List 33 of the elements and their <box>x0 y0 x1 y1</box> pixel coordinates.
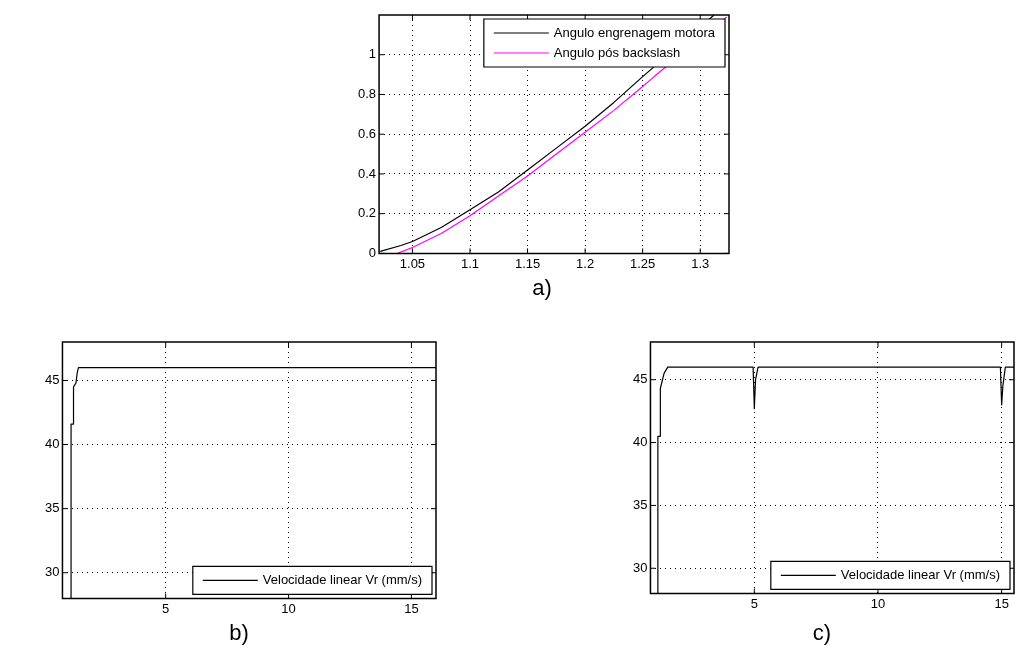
y-tick-label: 0.8 <box>357 86 377 102</box>
y-tick-label: 1 <box>368 46 377 62</box>
y-tick-label: 30 <box>632 559 648 575</box>
x-tick-label: 1.3 <box>691 255 710 271</box>
x-tick-label: 5 <box>750 595 758 611</box>
x-tick-label: 15 <box>994 595 1009 611</box>
x-tick-label: 1.05 <box>399 255 426 271</box>
text: b) <box>228 620 250 646</box>
y-tick-label: 45 <box>44 372 60 388</box>
y-tick-label: 0.6 <box>357 125 377 141</box>
y-tick-label: 40 <box>632 434 648 450</box>
x-tick-label: 1.15 <box>514 255 541 271</box>
x-tick-label: 1.1 <box>460 255 480 271</box>
legend-label: Velocidade linear Vr (mm/s) <box>840 566 1000 582</box>
y-tick-label: 0.4 <box>357 165 377 181</box>
legend-label: Angulo pós backslash <box>553 44 681 60</box>
x-tick-label: 1.2 <box>576 255 595 271</box>
x-tick-label: 10 <box>281 600 296 616</box>
y-tick-label: 0 <box>368 244 377 260</box>
text: a) <box>531 275 553 301</box>
y-tick-label: 0.2 <box>357 205 377 221</box>
y-tick-label: 30 <box>44 564 60 580</box>
legend-label: Velocidade linear Vr (mm/s) <box>262 571 422 587</box>
x-tick-label: 1.25 <box>630 255 656 271</box>
x-tick-label: 5 <box>162 600 170 616</box>
x-tick-label: 15 <box>404 600 419 616</box>
text: c) <box>811 620 833 646</box>
y-tick-label: 35 <box>632 496 648 512</box>
y-tick-label: 45 <box>632 371 648 387</box>
y-tick-label: 35 <box>44 500 60 516</box>
x-tick-label: 10 <box>870 595 886 611</box>
y-tick-label: 40 <box>44 436 60 452</box>
legend-label: Angulo engrenagem motora <box>553 24 716 40</box>
